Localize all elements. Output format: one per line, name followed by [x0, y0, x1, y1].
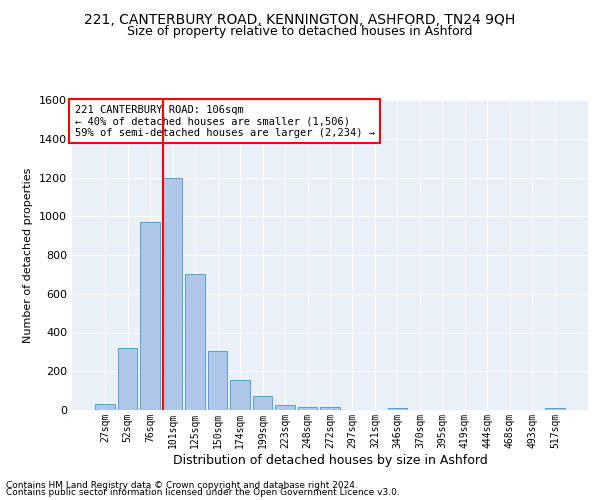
Bar [320, 407, 340, 410]
Bar [208, 351, 227, 410]
Text: Contains public sector information licensed under the Open Government Licence v3: Contains public sector information licen… [6, 488, 400, 497]
Bar [253, 396, 272, 410]
Y-axis label: Number of detached properties: Number of detached properties [23, 168, 34, 342]
Bar [95, 404, 115, 410]
Text: Contains HM Land Registry data © Crown copyright and database right 2024.: Contains HM Land Registry data © Crown c… [6, 480, 358, 490]
Text: Size of property relative to detached houses in Ashford: Size of property relative to detached ho… [127, 25, 473, 38]
X-axis label: Distribution of detached houses by size in Ashford: Distribution of detached houses by size … [173, 454, 487, 466]
Text: 221 CANTERBURY ROAD: 106sqm
← 40% of detached houses are smaller (1,506)
59% of : 221 CANTERBURY ROAD: 106sqm ← 40% of det… [74, 104, 374, 138]
Bar [118, 348, 137, 410]
Bar [140, 222, 160, 410]
Bar [545, 408, 565, 410]
Text: 221, CANTERBURY ROAD, KENNINGTON, ASHFORD, TN24 9QH: 221, CANTERBURY ROAD, KENNINGTON, ASHFOR… [85, 12, 515, 26]
Bar [298, 406, 317, 410]
Bar [275, 405, 295, 410]
Bar [388, 408, 407, 410]
Bar [185, 274, 205, 410]
Bar [163, 178, 182, 410]
Bar [230, 380, 250, 410]
